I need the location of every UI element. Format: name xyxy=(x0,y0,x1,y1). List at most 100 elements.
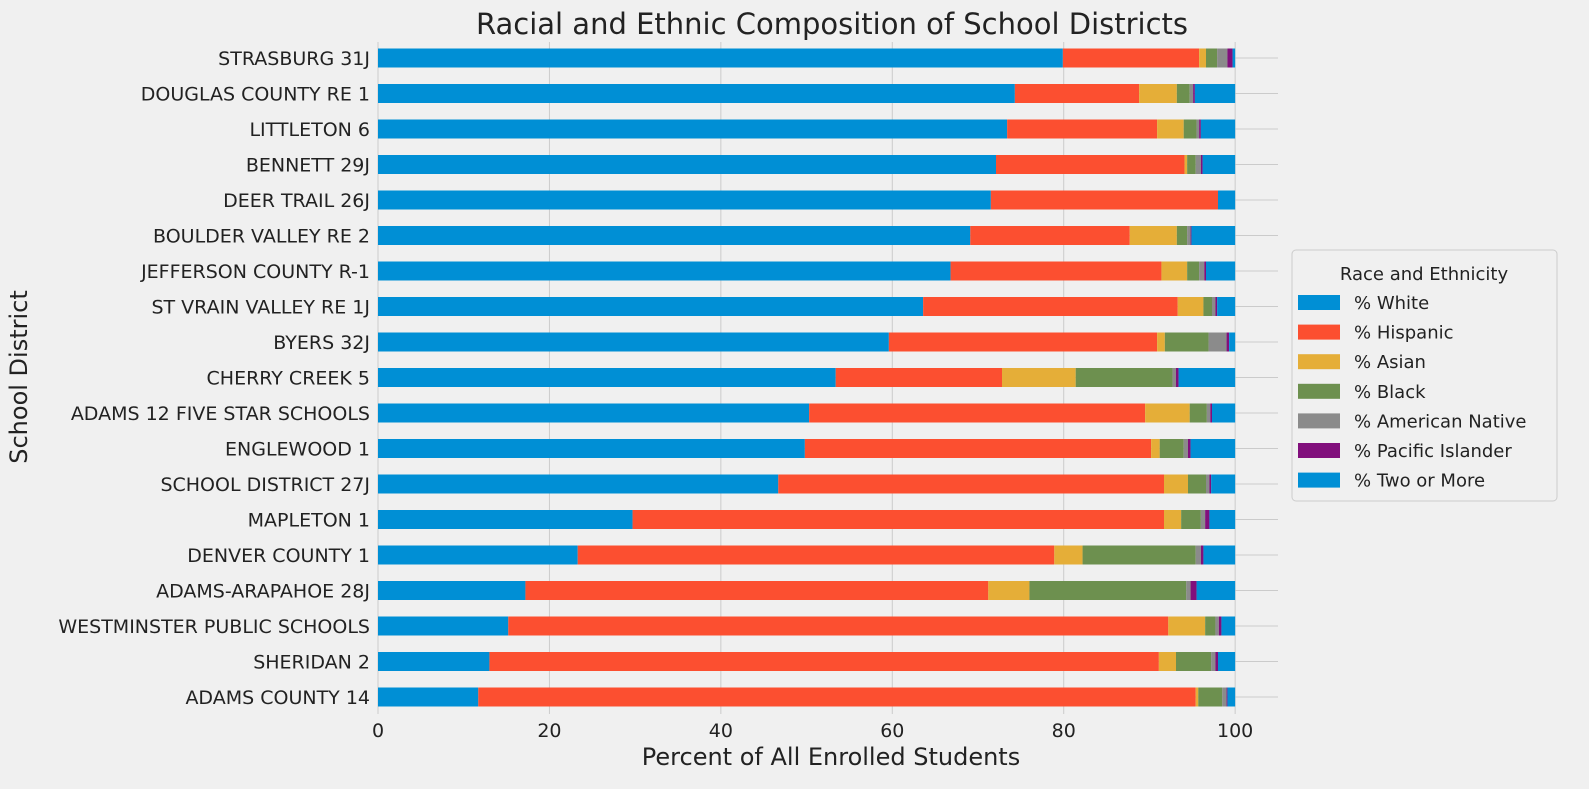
bar-segment xyxy=(990,190,1218,210)
bar-segment xyxy=(1190,581,1197,600)
y-tick-label: ADAMS 12 FIVE STAR SCHOOLS xyxy=(71,403,370,425)
x-tick-label: 0 xyxy=(372,720,384,742)
bar-segment xyxy=(1190,226,1192,245)
bar-segment xyxy=(1159,439,1184,458)
y-tick-label: ST VRAIN VALLEY RE 1J xyxy=(151,297,370,319)
bar-segment xyxy=(1178,368,1236,387)
bar-segment xyxy=(1200,510,1206,529)
x-tick-label: 40 xyxy=(709,720,733,742)
bar-segment xyxy=(1227,48,1233,68)
bar-segment xyxy=(1145,403,1190,423)
bar-segment xyxy=(804,439,1152,458)
bar-segment xyxy=(1206,48,1218,68)
bar-segment xyxy=(1129,226,1177,245)
bar-segment xyxy=(378,226,971,245)
y-tick-label: WESTMINSTER PUBLIC SCHOOLS xyxy=(58,616,370,638)
bar-segment xyxy=(1208,332,1227,352)
bar-segment xyxy=(378,652,490,671)
bar-segment xyxy=(1158,652,1176,671)
bar-segment xyxy=(378,581,526,600)
bar-segment xyxy=(970,226,1130,245)
bar-segment xyxy=(1184,155,1188,174)
bar-segment xyxy=(1221,616,1236,636)
bar-segment xyxy=(1007,119,1158,139)
bar-segment xyxy=(1199,261,1205,281)
bar-segment xyxy=(1168,616,1206,636)
bar-segment xyxy=(1183,439,1188,458)
bar-segment xyxy=(1200,545,1204,565)
bar-segment xyxy=(1151,439,1160,458)
legend-box xyxy=(1291,249,1558,502)
bar-segment xyxy=(378,368,836,387)
legend-title: Race and Ethnicity xyxy=(1340,264,1509,285)
bar-segment xyxy=(1227,687,1236,707)
bar-segment xyxy=(378,545,578,565)
bar-segment xyxy=(1187,261,1200,281)
bar-segment xyxy=(1187,226,1191,245)
x-tick-label: 20 xyxy=(537,720,561,742)
bar-segment xyxy=(508,616,1169,636)
bar-segment xyxy=(632,510,1164,529)
legend-entry: % Pacific Islander xyxy=(1354,441,1512,462)
bar-segment xyxy=(1199,48,1206,68)
bar-segment xyxy=(950,261,1162,281)
bar-segment xyxy=(1205,510,1210,529)
bar-segment xyxy=(1194,84,1236,103)
bar-segment xyxy=(1217,297,1236,316)
bar-segment xyxy=(1218,652,1236,671)
y-tick-label: ADAMS COUNTY 14 xyxy=(185,687,370,709)
bar-segment xyxy=(378,297,924,316)
bar-segment xyxy=(1206,403,1211,423)
bar-segment xyxy=(996,155,1185,174)
bar-segment xyxy=(1181,510,1201,529)
bar-segment xyxy=(1176,226,1188,245)
bar-segment xyxy=(1176,84,1190,103)
bar-segment xyxy=(1215,297,1218,316)
y-tick-label: SCHOOL DISTRICT 27J xyxy=(160,474,370,496)
x-tick-label: 100 xyxy=(1217,720,1253,742)
legend-entry: % Asian xyxy=(1354,352,1426,373)
bar-segment xyxy=(888,332,1158,352)
bar-segment xyxy=(1232,48,1236,68)
legend-swatch xyxy=(1298,324,1340,340)
bar-segment xyxy=(923,297,1178,316)
legend-entry: % White xyxy=(1354,293,1429,314)
bar-segment xyxy=(1209,474,1212,494)
bar-segment xyxy=(378,119,1008,139)
legend-entry: % Two or More xyxy=(1354,471,1485,492)
bar-segment xyxy=(378,474,779,494)
bar-segment xyxy=(1196,119,1200,139)
bar-segment xyxy=(1139,84,1177,103)
x-tick-label: 80 xyxy=(1052,720,1076,742)
bar-segment xyxy=(1206,474,1210,494)
legend-swatch xyxy=(1298,472,1340,488)
bar-segment xyxy=(378,48,1063,68)
bar-segment xyxy=(1164,510,1182,529)
y-tick-label: SHERIDAN 2 xyxy=(253,652,370,674)
bar-segment xyxy=(1176,652,1212,671)
bar-series xyxy=(378,48,1236,707)
bar-segment xyxy=(809,403,1146,423)
bar-segment xyxy=(1054,545,1083,565)
bar-segment xyxy=(1186,581,1191,600)
bar-segment xyxy=(1029,581,1187,600)
bar-segment xyxy=(1183,119,1197,139)
bar-segment xyxy=(1188,474,1206,494)
bar-segment xyxy=(1203,545,1236,565)
bar-segment xyxy=(1172,368,1176,387)
y-tick-label: MAPLETON 1 xyxy=(248,510,370,532)
bar-segment xyxy=(1014,84,1140,103)
bar-segment xyxy=(1082,545,1196,565)
bar-segment xyxy=(1191,226,1236,245)
bar-segment xyxy=(1176,368,1179,387)
bar-segment xyxy=(1161,261,1188,281)
y-tick-label: CHERRY CREEK 5 xyxy=(207,368,370,390)
bar-segment xyxy=(378,84,1015,103)
y-axis-label: School District xyxy=(5,290,33,464)
legend: Race and Ethnicity % White % Hispanic % As… xyxy=(1291,249,1558,502)
bar-segment xyxy=(1195,687,1199,707)
bar-segment xyxy=(1211,652,1216,671)
legend-swatch xyxy=(1298,383,1340,399)
bar-segment xyxy=(1189,84,1194,103)
bar-segment xyxy=(1202,155,1236,174)
